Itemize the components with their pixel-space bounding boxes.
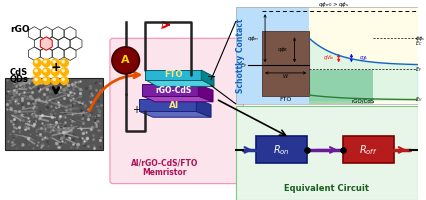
Text: +: + xyxy=(132,105,141,115)
Text: CdS: CdS xyxy=(10,68,28,77)
Text: −: − xyxy=(206,72,216,82)
FancyBboxPatch shape xyxy=(110,38,244,184)
Text: FTO: FTO xyxy=(164,70,183,79)
Text: $q\phi_{m0}>q\phi_s$: $q\phi_{m0}>q\phi_s$ xyxy=(318,0,349,9)
Text: Memristor: Memristor xyxy=(143,168,187,177)
Circle shape xyxy=(44,69,46,72)
Circle shape xyxy=(44,61,46,63)
Circle shape xyxy=(53,69,55,72)
Circle shape xyxy=(112,47,139,74)
Bar xyxy=(309,70,373,104)
Polygon shape xyxy=(196,99,211,117)
Text: rGO-CdS: rGO-CdS xyxy=(155,86,192,95)
Circle shape xyxy=(52,77,59,84)
Text: $\phi\phi_s$: $\phi\phi_s$ xyxy=(415,34,426,43)
Circle shape xyxy=(43,68,50,76)
Polygon shape xyxy=(142,96,213,102)
Bar xyxy=(309,7,418,104)
Circle shape xyxy=(62,69,64,72)
Text: Equivalent Circuit: Equivalent Circuit xyxy=(285,184,369,193)
Text: Al/rGO-CdS/FTO: Al/rGO-CdS/FTO xyxy=(131,159,199,168)
Polygon shape xyxy=(201,70,214,86)
Circle shape xyxy=(33,68,41,76)
Polygon shape xyxy=(199,84,213,102)
Text: $q\phi_m$: $q\phi_m$ xyxy=(247,34,259,43)
Circle shape xyxy=(53,78,55,81)
Circle shape xyxy=(62,78,64,81)
Circle shape xyxy=(33,77,41,84)
Text: $i$: $i$ xyxy=(160,19,164,31)
Text: $E_F$: $E_F$ xyxy=(240,61,248,70)
Text: $q\chi_s$: $q\chi_s$ xyxy=(359,54,369,62)
Polygon shape xyxy=(145,70,201,80)
Text: $qV_{bi}$: $qV_{bi}$ xyxy=(323,53,335,62)
Bar xyxy=(236,106,418,200)
Circle shape xyxy=(35,69,37,72)
Circle shape xyxy=(43,59,50,67)
Polygon shape xyxy=(139,99,196,111)
Circle shape xyxy=(60,68,68,76)
Text: A: A xyxy=(121,55,130,65)
Text: $W$: $W$ xyxy=(282,72,289,80)
Text: $E_C$: $E_C$ xyxy=(415,40,423,48)
Circle shape xyxy=(35,78,37,81)
Bar xyxy=(262,31,309,96)
Text: $E_F$: $E_F$ xyxy=(415,65,422,74)
Circle shape xyxy=(60,59,68,67)
Text: $R_{off}$: $R_{off}$ xyxy=(359,143,377,157)
Circle shape xyxy=(60,77,68,84)
Text: +: + xyxy=(51,61,61,74)
Polygon shape xyxy=(40,37,52,50)
Circle shape xyxy=(53,61,55,63)
Circle shape xyxy=(52,59,59,67)
Bar xyxy=(256,136,307,163)
Circle shape xyxy=(44,78,46,81)
Text: $E_V$: $E_V$ xyxy=(415,95,423,104)
Text: Schottky Contact: Schottky Contact xyxy=(236,18,245,93)
Text: rGO: rGO xyxy=(10,25,29,34)
Text: Al: Al xyxy=(169,101,179,110)
Polygon shape xyxy=(145,80,214,86)
Text: FTO: FTO xyxy=(279,97,292,102)
Text: $R_{on}$: $R_{on}$ xyxy=(273,143,290,157)
Polygon shape xyxy=(142,84,199,96)
Bar xyxy=(343,136,394,163)
Polygon shape xyxy=(139,111,211,117)
Circle shape xyxy=(35,61,37,63)
Circle shape xyxy=(62,61,64,63)
Circle shape xyxy=(33,59,41,67)
Bar xyxy=(236,7,418,104)
Text: rGO/CdS: rGO/CdS xyxy=(351,98,375,103)
Text: QDs: QDs xyxy=(10,75,29,84)
Text: $q\phi_B$: $q\phi_B$ xyxy=(277,45,288,54)
Circle shape xyxy=(52,68,59,76)
Circle shape xyxy=(43,77,50,84)
Bar xyxy=(5,78,103,150)
Bar xyxy=(236,7,309,104)
